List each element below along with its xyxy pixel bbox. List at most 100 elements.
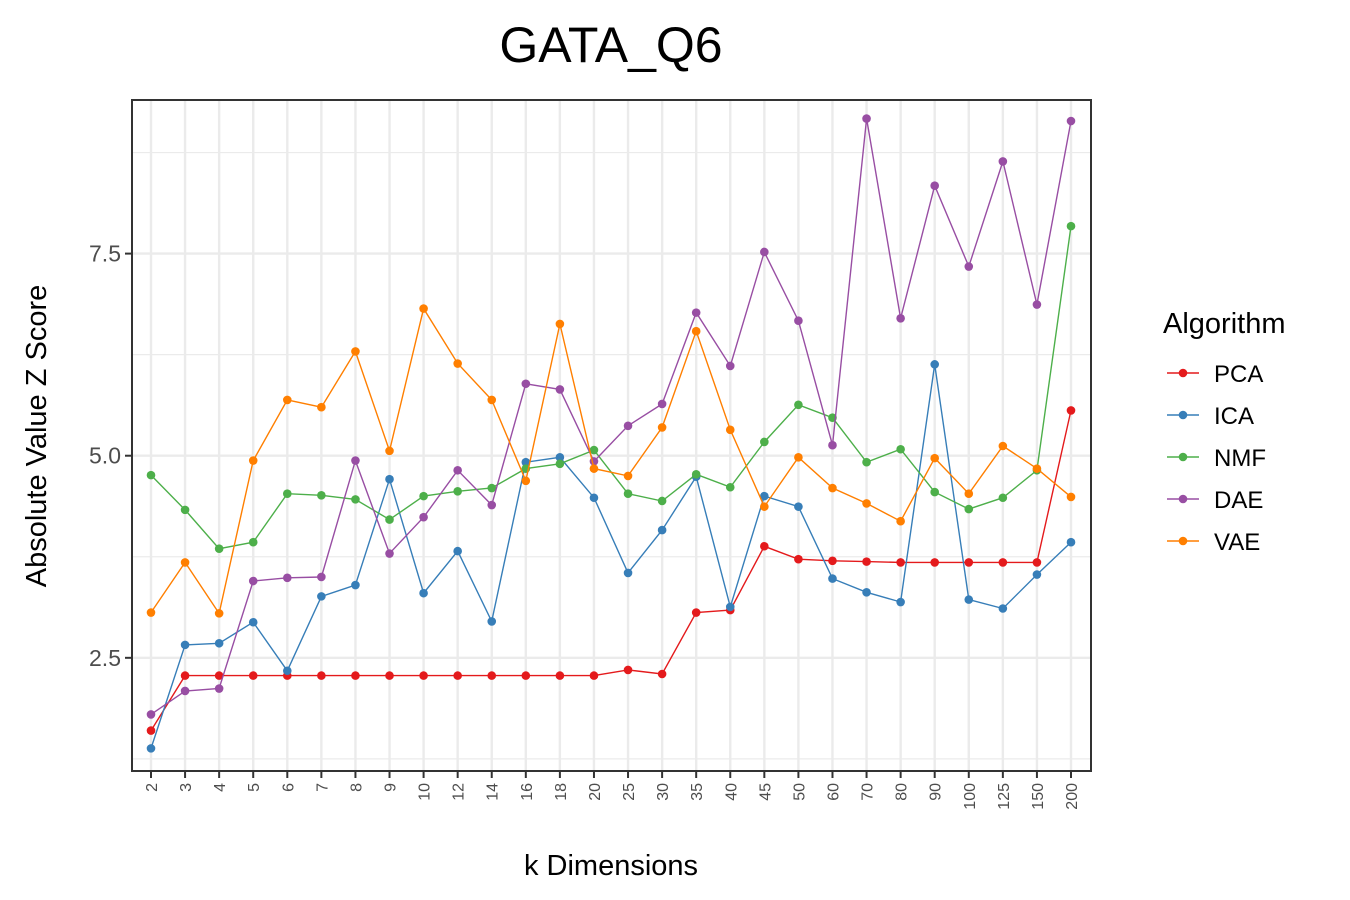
series-line-dae — [150, 118, 1072, 715]
x-tick-label: 2 — [144, 783, 161, 792]
data-point-dae — [248, 576, 258, 586]
data-point-nmf — [180, 505, 190, 515]
data-point-vae — [964, 489, 974, 499]
data-point-ica — [282, 666, 292, 676]
data-point-vae — [828, 483, 837, 493]
data-point-dae — [1066, 116, 1076, 126]
x-tick-label: 16 — [519, 783, 536, 801]
data-point-dae — [317, 572, 326, 582]
data-point-dae — [146, 710, 156, 719]
data-point-ica — [555, 453, 565, 462]
data-point-nmf — [896, 444, 905, 454]
data-point-pca — [248, 671, 258, 680]
x-tick-label: 150 — [1030, 783, 1047, 810]
data-point-ica — [828, 574, 837, 583]
data-point-ica — [725, 602, 735, 612]
y-tick-label: 2.5 — [89, 645, 121, 671]
data-point-dae — [930, 181, 940, 190]
data-point-dae — [453, 465, 462, 475]
data-point-vae — [998, 441, 1008, 451]
x-tick-label: 20 — [587, 783, 604, 801]
legend-label-vae: VAE — [1214, 529, 1260, 556]
legend-title: Algorithm — [1163, 308, 1286, 340]
data-point-nmf — [862, 457, 871, 467]
series-line-ica — [150, 364, 1072, 749]
data-point-pca — [146, 726, 156, 735]
data-point-dae — [385, 549, 394, 558]
data-point-nmf — [657, 496, 667, 506]
data-point-nmf — [691, 470, 701, 479]
data-point-dae — [657, 399, 667, 409]
data-point-vae — [725, 425, 735, 435]
data-point-pca — [487, 671, 497, 680]
data-point-nmf — [794, 400, 803, 410]
data-point-pca — [453, 671, 462, 680]
data-point-ica — [760, 491, 769, 501]
data-point-ica — [930, 360, 940, 369]
x-tick-label: 3 — [178, 783, 195, 792]
data-point-dae — [760, 247, 769, 257]
data-point-pca — [998, 558, 1008, 567]
x-tick-label: 8 — [348, 783, 365, 792]
x-tick-label: 14 — [485, 783, 502, 801]
data-point-pca — [317, 671, 326, 680]
data-point-vae — [1066, 492, 1076, 502]
x-tick-label: 25 — [621, 783, 638, 801]
data-point-dae — [964, 262, 974, 271]
data-point-dae — [725, 361, 735, 371]
data-point-dae — [828, 440, 837, 450]
x-tick-label: 5 — [246, 783, 263, 792]
data-point-dae — [487, 500, 497, 510]
data-point-ica — [214, 638, 224, 648]
data-point-pca — [1032, 558, 1042, 567]
data-point-vae — [589, 464, 599, 473]
data-point-nmf — [214, 544, 224, 553]
data-point-dae — [691, 308, 701, 317]
x-tick-label: 4 — [212, 783, 229, 792]
x-tick-label: 90 — [928, 783, 945, 801]
legend-key-point — [1178, 410, 1188, 420]
chart-title: GATA_Q6 — [499, 17, 722, 73]
data-point-nmf — [623, 489, 633, 499]
x-tick-label: 6 — [280, 783, 297, 792]
data-point-dae — [351, 456, 360, 465]
data-point-nmf — [555, 459, 565, 469]
x-tick-label: 12 — [451, 783, 468, 801]
x-tick-label: 7 — [314, 783, 331, 792]
y-axis-title: Absolute Value Z Score — [21, 285, 53, 588]
data-point-ica — [1032, 570, 1042, 579]
data-point-dae — [1032, 300, 1042, 309]
data-point-pca — [180, 671, 190, 680]
data-point-ica — [623, 568, 633, 578]
data-point-nmf — [351, 495, 360, 504]
data-point-ica — [385, 474, 394, 484]
legend: Algorithm PCA ICA NMF DAE VAE — [1163, 308, 1286, 556]
data-point-ica — [521, 457, 531, 467]
legend-label-ica: ICA — [1214, 403, 1254, 430]
data-point-nmf — [146, 470, 156, 480]
data-point-vae — [794, 453, 803, 462]
data-point-nmf — [419, 491, 428, 501]
data-point-vae — [521, 476, 531, 486]
data-point-vae — [487, 395, 497, 405]
data-point-ica — [351, 580, 360, 590]
data-point-ica — [453, 546, 462, 556]
x-tick-label: 40 — [723, 783, 740, 801]
data-point-dae — [623, 421, 633, 431]
series-line-nmf — [150, 226, 1072, 550]
data-point-nmf — [760, 437, 769, 447]
data-point-dae — [282, 573, 292, 583]
x-tick-label: 70 — [860, 783, 877, 801]
data-point-pca — [964, 558, 974, 567]
data-point-dae — [794, 316, 803, 326]
data-point-vae — [760, 502, 769, 511]
data-point-dae — [214, 684, 224, 693]
y-tick-label: 5.0 — [89, 443, 121, 469]
x-tick-label: 50 — [791, 783, 808, 801]
x-tick-label: 80 — [894, 783, 911, 801]
data-point-pca — [385, 671, 394, 680]
x-tick-label: 10 — [417, 783, 434, 801]
data-point-vae — [896, 516, 905, 526]
data-point-dae — [521, 379, 531, 389]
